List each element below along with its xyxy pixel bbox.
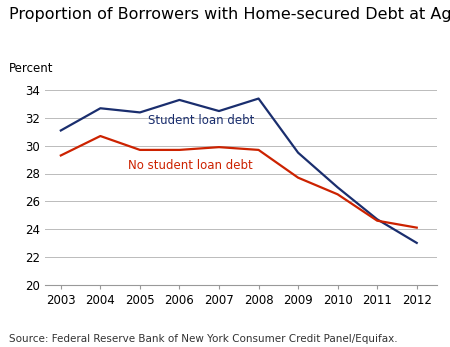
Text: Source: Federal Reserve Bank of New York Consumer Credit Panel/Equifax.: Source: Federal Reserve Bank of New York… — [9, 333, 398, 344]
Text: Proportion of Borrowers with Home-secured Debt at Age 30: Proportion of Borrowers with Home-secure… — [9, 7, 450, 22]
Text: Student loan debt: Student loan debt — [148, 113, 254, 127]
Text: Percent: Percent — [9, 62, 54, 75]
Text: No student loan debt: No student loan debt — [128, 159, 253, 172]
